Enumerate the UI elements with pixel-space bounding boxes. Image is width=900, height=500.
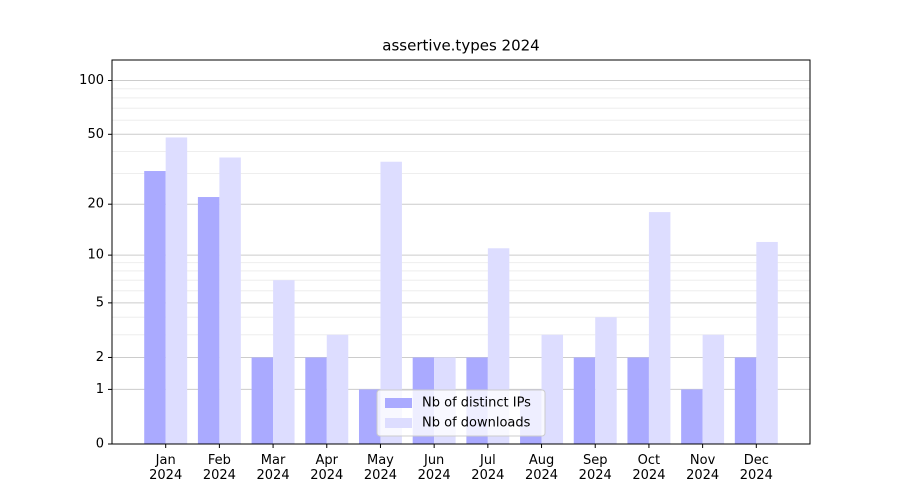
x-tick-label: Mar 2024 (256, 453, 290, 483)
x-tick-label: Nov 2024 (686, 453, 720, 483)
y-tick-label: 0 (96, 437, 104, 452)
x-tick-label: Jan 2024 (149, 453, 183, 483)
y-tick-label: 2 (96, 350, 104, 365)
legend-label: Nb of downloads (422, 416, 531, 431)
y-tick-label: 1 (96, 382, 104, 397)
bar (595, 317, 617, 444)
bar (573, 357, 596, 444)
x-tick-label: Dec 2024 (739, 453, 773, 483)
bar (681, 389, 703, 444)
plot-frame (111, 59, 811, 445)
bar (273, 280, 295, 444)
legend: Nb of distinct IPs Nb of downloads (376, 389, 546, 437)
bar (627, 357, 649, 444)
bar (305, 357, 327, 444)
y-tick-label: 10 (87, 248, 104, 263)
bar (648, 212, 671, 444)
bar (380, 161, 402, 444)
bar (219, 157, 241, 444)
legend-swatch (385, 418, 412, 428)
x-tick-label: Jun 2024 (417, 453, 451, 483)
bar (197, 197, 220, 444)
legend-swatch (385, 398, 412, 408)
bar (541, 334, 564, 444)
y-tick-label: 5 (96, 295, 104, 310)
bar (358, 389, 381, 444)
bar (165, 137, 188, 444)
y-tick-label: 50 (87, 127, 104, 142)
legend-label: Nb of distinct IPs (422, 396, 531, 411)
x-tick-label: Feb 2024 (202, 453, 236, 483)
x-tick-label: Aug 2024 (524, 453, 559, 483)
bar (734, 357, 757, 444)
bar (251, 357, 274, 444)
bar (144, 171, 166, 444)
x-tick-label: Apr 2024 (310, 453, 344, 483)
chart-title: assertive.types 2024 (382, 37, 539, 55)
y-tick-label: 20 (87, 197, 104, 212)
y-tick-label: 100 (79, 73, 104, 88)
x-tick-label: May 2024 (363, 453, 397, 483)
legend-box (376, 389, 546, 437)
x-tick-label: Oct 2024 (632, 453, 666, 483)
bar (702, 334, 725, 444)
x-tick-label: Sep 2024 (578, 453, 612, 483)
bar (326, 334, 349, 444)
x-tick-label: Jul 2024 (471, 453, 505, 483)
bar (756, 241, 778, 444)
